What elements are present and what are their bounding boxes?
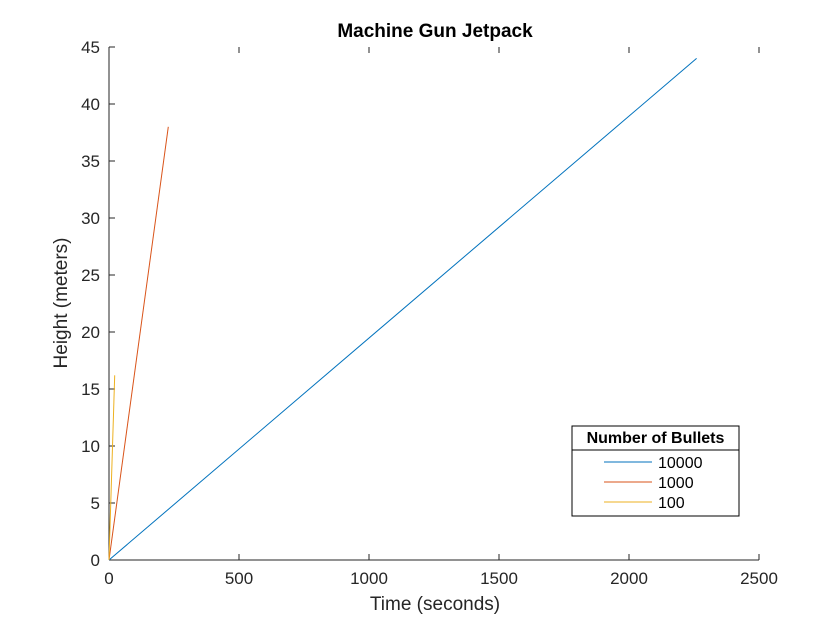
- y-tick-label: 20: [81, 323, 100, 342]
- series-line-10000: [108, 58, 697, 561]
- y-tick-label: 35: [81, 152, 100, 171]
- series-line-1000: [108, 126, 169, 561]
- x-axis-label: Time (seconds): [370, 594, 500, 615]
- legend: Number of Bullets 10000 1000 100: [571, 425, 740, 517]
- legend-label-10000: 10000: [658, 455, 703, 472]
- y-tick-label: 0: [91, 551, 100, 570]
- legend-label-100: 100: [658, 495, 685, 512]
- legend-box: [571, 425, 740, 517]
- x-tick-label: 500: [225, 569, 253, 588]
- x-tick-label: 2000: [610, 569, 648, 588]
- y-tick-label: 40: [81, 95, 100, 114]
- series-line-100: [108, 375, 116, 561]
- chart-title: Machine Gun Jetpack: [337, 21, 533, 42]
- y-tick-label: 45: [81, 38, 100, 57]
- y-axis-label: Height (meters): [51, 238, 72, 369]
- x-tick-label: 2500: [740, 569, 778, 588]
- x-tick-label: 0: [104, 569, 113, 588]
- x-tick-label: 1500: [480, 569, 518, 588]
- y-tick-label: 10: [81, 437, 100, 456]
- x-tick-label: 1000: [350, 569, 388, 588]
- plot-area: 0 500 1000 1500 2000 2500 0 5 10 15 20 25 30 35 40 45: [81, 38, 778, 588]
- y-tick-label: 30: [81, 209, 100, 228]
- y-tick-label: 15: [81, 380, 100, 399]
- y-tick-label: 25: [81, 266, 100, 285]
- legend-title: Number of Bullets: [587, 430, 725, 447]
- y-tick-label: 5: [91, 494, 100, 513]
- legend-label-1000: 1000: [658, 475, 694, 492]
